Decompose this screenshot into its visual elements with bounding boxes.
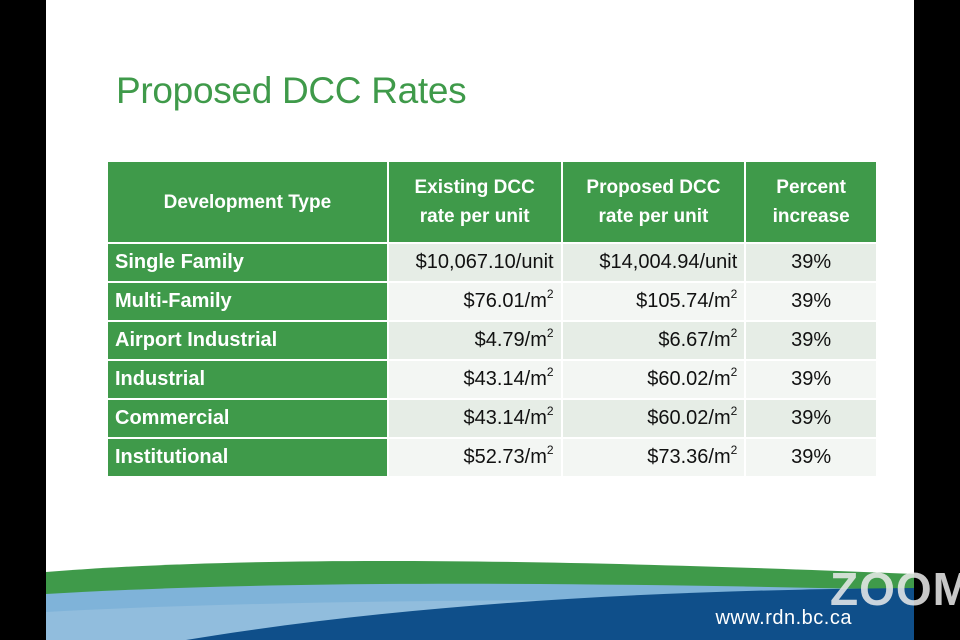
development-type-cell: Airport Industrial bbox=[106, 320, 389, 361]
zoom-watermark: ZOOM bbox=[830, 563, 960, 615]
development-type-cell: Single Family bbox=[106, 242, 389, 283]
existing-rate-cell: $4.79/m2 bbox=[386, 320, 563, 361]
development-type-cell: Commercial bbox=[106, 398, 389, 439]
table-row: Airport Industrial $4.79/m2 $6.67/m2 39% bbox=[106, 320, 878, 361]
percent-increase-cell: 39% bbox=[744, 242, 878, 283]
percent-increase-cell: 39% bbox=[744, 320, 878, 361]
proposed-rate-cell: $60.02/m2 bbox=[560, 359, 747, 400]
table-row: Multi-Family $76.01/m2 $105.74/m2 39% bbox=[106, 281, 878, 322]
existing-rate-cell: $76.01/m2 bbox=[386, 281, 563, 322]
existing-rate-cell: $43.14/m2 bbox=[386, 398, 563, 439]
existing-rate-cell: $52.73/m2 bbox=[386, 437, 563, 478]
existing-rate-cell: $43.14/m2 bbox=[386, 359, 563, 400]
existing-rate-cell: $10,067.10/unit bbox=[386, 242, 563, 283]
table-row: Single Family $10,067.10/unit $14,004.94… bbox=[106, 242, 878, 283]
presentation-slide: Proposed DCC Rates Development Type Exis… bbox=[46, 0, 914, 640]
percent-increase-cell: 39% bbox=[744, 281, 878, 322]
percent-increase-cell: 39% bbox=[744, 359, 878, 400]
dcc-rates-table: Development Type Existing DCC rate per un… bbox=[106, 160, 878, 478]
percent-increase-cell: 39% bbox=[744, 437, 878, 478]
proposed-rate-cell: $6.67/m2 bbox=[560, 320, 747, 361]
proposed-rate-cell: $60.02/m2 bbox=[560, 398, 747, 439]
development-type-cell: Industrial bbox=[106, 359, 389, 400]
footer-wave-graphic bbox=[46, 560, 914, 640]
table-row: Commercial $43.14/m2 $60.02/m2 39% bbox=[106, 398, 878, 439]
header-development-type: Development Type bbox=[106, 160, 389, 244]
table-row: Industrial $43.14/m2 $60.02/m2 39% bbox=[106, 359, 878, 400]
percent-increase-cell: 39% bbox=[744, 398, 878, 439]
slide-title: Proposed DCC Rates bbox=[116, 70, 467, 111]
header-proposed-rate: Proposed DCC rate per unit bbox=[560, 160, 747, 244]
website-url: www.rdn.bc.ca bbox=[715, 607, 852, 629]
development-type-cell: Multi-Family bbox=[106, 281, 389, 322]
development-type-cell: Institutional bbox=[106, 437, 389, 478]
proposed-rate-cell: $105.74/m2 bbox=[560, 281, 747, 322]
header-existing-rate: Existing DCC rate per unit bbox=[386, 160, 563, 244]
table-row: Institutional $52.73/m2 $73.36/m2 39% bbox=[106, 437, 878, 478]
header-percent-increase: Percent increase bbox=[744, 160, 878, 244]
proposed-rate-cell: $73.36/m2 bbox=[560, 437, 747, 478]
table-header-row: Development Type Existing DCC rate per un… bbox=[106, 160, 878, 244]
proposed-rate-cell: $14,004.94/unit bbox=[560, 242, 747, 283]
